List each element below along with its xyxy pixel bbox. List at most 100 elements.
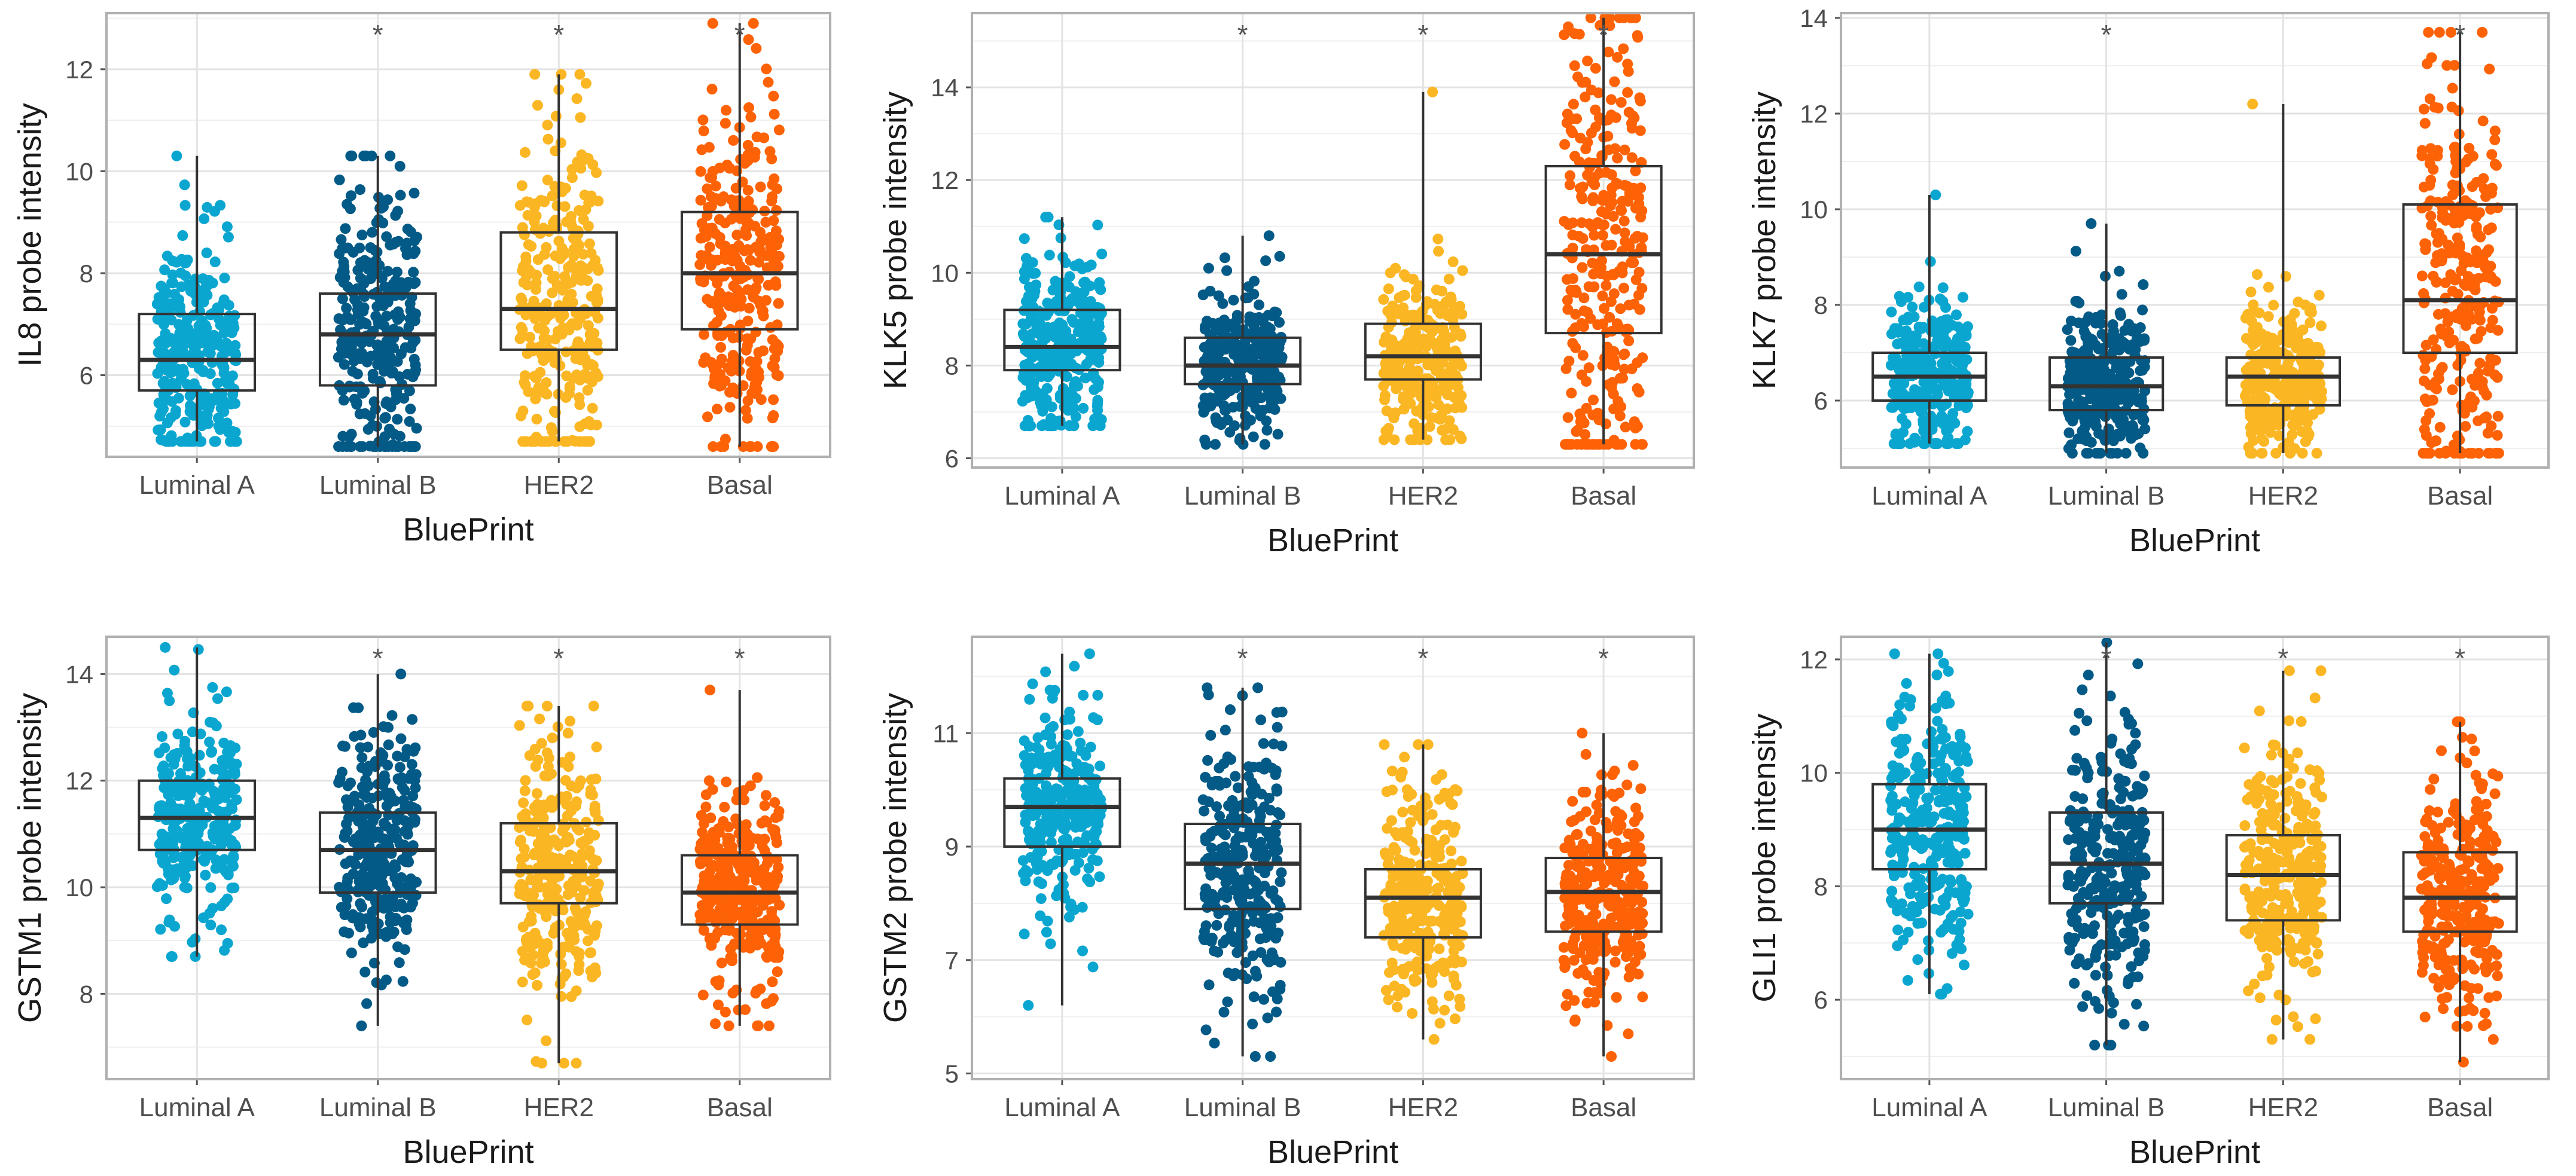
data-point [1197,289,1209,301]
x-tick-label: Luminal A [139,1093,255,1122]
data-point [2247,99,2258,109]
data-point [1380,331,1392,343]
data-point [559,201,571,212]
data-point [1567,338,1578,349]
data-point [571,1058,582,1069]
data-point [2069,387,2081,399]
data-point [1601,167,1612,178]
chart-panel-3: Luminal A*Luminal B HER2*Basal68101214Blu… [1746,4,2550,558]
data-point [2419,118,2431,129]
data-point [2442,316,2453,328]
data-point [588,700,599,711]
data-point [733,1004,744,1016]
data-point [735,301,746,312]
data-point [740,344,752,356]
data-point [1632,383,1643,395]
data-point [1941,434,1953,445]
data-point [771,239,782,251]
data-point [563,324,575,335]
data-point [216,924,227,936]
x-tick-label: Luminal A [1871,481,1987,511]
data-point [1378,294,1389,305]
data-point [1093,352,1105,364]
data-point [757,924,769,936]
data-point [157,763,168,774]
data-point [547,892,558,903]
data-point [537,383,548,395]
data-point [400,243,411,254]
data-point [2114,307,2126,319]
data-point [1078,286,1090,298]
data-point [1053,355,1064,366]
data-point [583,320,594,331]
data-point [695,166,706,177]
y-tick-label: 10 [65,157,93,185]
x-axis-label: BluePrint [403,512,534,548]
data-point [525,957,536,969]
data-point [1229,420,1240,432]
data-point [1219,252,1230,264]
data-point [1199,341,1210,353]
data-point [404,441,415,452]
data-point [2254,401,2265,413]
data-point [1042,297,1053,308]
data-point [371,977,382,988]
data-point [516,879,527,890]
data-point [749,221,761,232]
data-point [761,998,772,1009]
data-point [2425,175,2437,186]
data-point [2460,346,2471,357]
data-point [2080,331,2092,343]
data-point [1080,276,1091,288]
data-point [526,911,537,922]
data-point [1443,273,1455,285]
data-point [571,906,583,918]
data-point [407,714,418,725]
data-point [768,394,779,405]
data-point [176,281,187,292]
data-point [2444,337,2455,349]
data-point [1569,322,1581,334]
box-iqr [1003,308,1121,372]
data-point [2123,319,2135,330]
data-point [561,832,572,844]
data-point [2272,335,2284,346]
data-point [715,875,726,887]
data-point [2138,279,2149,291]
data-point [408,267,419,278]
data-point [767,413,778,424]
data-point [2440,215,2452,226]
data-point [529,802,540,813]
data-point [2084,393,2096,405]
data-point [2416,270,2428,282]
data-point [203,404,214,415]
data-point [379,365,390,377]
data-point [179,416,191,427]
data-point [773,124,785,136]
data-point [571,93,583,105]
data-point [745,356,756,367]
data-point [339,359,350,370]
data-point [751,132,763,143]
data-point [2108,326,2119,337]
data-point [406,759,417,770]
data-point [367,372,379,384]
data-point [742,284,754,295]
significance-star: * [1598,19,1609,50]
data-point [699,329,710,340]
data-point [1425,358,1436,369]
data-point [1260,255,1272,267]
data-point [2139,423,2151,435]
data-point [2471,245,2482,256]
data-point [739,158,751,169]
data-point [1200,439,1212,450]
data-point [561,216,572,228]
data-point [706,200,717,212]
data-point [397,782,408,793]
data-point [2254,384,2266,396]
data-point [1248,320,1260,331]
data-point [404,385,415,396]
data-point [525,331,536,343]
data-point [2311,448,2322,459]
data-point [178,859,190,870]
